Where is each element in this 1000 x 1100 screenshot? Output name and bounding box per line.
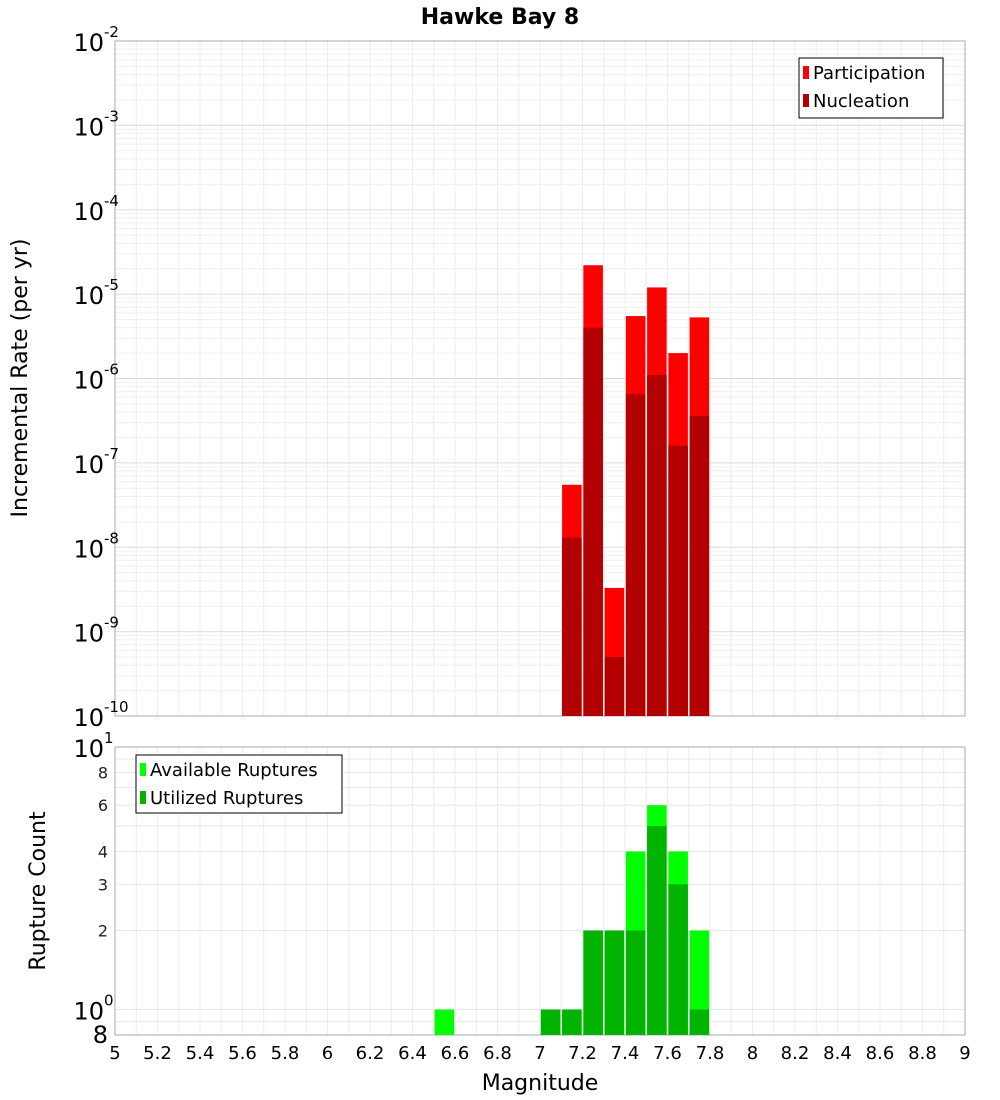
top-y-tick-base: 10 [73,535,104,563]
x-tick-label: 7.4 [611,1043,640,1064]
bottom-y-tick-label: 3 [98,875,108,894]
utilized-ruptures-bar [647,826,667,1035]
nucleation-bar [689,415,710,716]
x-tick-label: 8 [747,1043,758,1064]
nucleation-bar [562,537,582,716]
top-legend-box [798,57,944,119]
top-y-tick-base: 10 [73,620,104,648]
legend-utilized-label: Utilized Ruptures [150,788,303,809]
top-y-tick-exponent: -7 [104,445,119,463]
bottom-y-tick-base: 10 [73,998,104,1026]
x-tick-label: 6.6 [441,1043,470,1064]
top-y-tick-base: 10 [73,198,104,226]
x-tick-label: 5.6 [228,1043,257,1064]
bottom-plot-frame [114,746,966,1036]
legend-available-label: Available Ruptures [150,760,318,781]
x-tick-label: 7.2 [568,1043,597,1064]
top-y-tick-exponent: -10 [104,698,129,716]
bottom-y-tick-label: 2 [98,922,108,941]
top-y-tick-exponent: -5 [104,276,119,294]
top-y-tick-exponent: -9 [104,614,119,632]
top-grid [114,41,966,717]
legend-nucleation-label: Nucleation [813,91,909,112]
utilized-ruptures-bar [668,884,688,1035]
x-tick-label: 9 [959,1043,970,1064]
nucleation-bar [668,445,688,716]
top-y-tick-exponent: -8 [104,529,119,547]
top-y-tick-exponent: -6 [104,361,119,379]
top-legend: Participation Nucleation [798,57,944,119]
top-y-tick-exponent: -2 [104,23,119,41]
top-y-tick-base: 10 [73,704,104,732]
top-y-tick-base: 10 [73,451,104,479]
utilized-ruptures-bar [689,1009,710,1035]
x-tick-label: 7.8 [696,1043,725,1064]
utilized-ruptures-bar [562,1009,582,1035]
available-ruptures-bar [434,1009,455,1035]
x-tick-label: 6.2 [356,1043,385,1064]
bottom-y-tick-base: 10 [73,735,104,763]
top-y-tick-base: 10 [73,29,104,57]
legend-participation-swatch [803,66,809,79]
legend-participation-label: Participation [813,63,925,84]
x-tick-label: 8.6 [866,1043,895,1064]
legend-nucleation-swatch [803,94,809,107]
utilized-ruptures-bar [540,1009,561,1035]
top-y-tick-base: 10 [73,367,104,395]
top-y-axis-label: Incremental Rate (per yr) [8,239,33,518]
x-tick-label: 5.2 [143,1043,172,1064]
bottom-legend: Available Ruptures Utilized Ruptures [135,754,343,814]
utilized-ruptures-bar [625,930,646,1035]
x-tick-label: 5.4 [186,1043,215,1064]
bottom-y-tick-label: 4 [98,842,108,861]
x-tick-label: 6 [322,1043,333,1064]
legend-utilized-swatch [140,791,146,804]
x-tick-label: 7 [534,1043,545,1064]
x-tick-label: 5 [109,1043,120,1064]
x-tick-label: 7.6 [653,1043,682,1064]
x-tick-label: 6.4 [398,1043,427,1064]
x-tick-labels: 5 5.2 5.4 5.6 5.8 6 6.2 6.4 6.6 6.8 7 7.2 7.4 7.6 7.8 8… [109,1043,970,1064]
chart-title: Hawke Bay 8 [421,5,579,30]
bottom-y-axis-label: Rupture Count [26,811,51,971]
bottom-y-tick-label: 8 [98,763,108,782]
utilized-ruptures-bar [583,930,603,1035]
legend-available-swatch [140,763,146,776]
nucleation-bar [583,327,603,716]
bottom-legend-box [135,754,343,814]
top-y-tick-exponent: -4 [104,192,119,210]
bottom-y-tick-exponent: 1 [104,729,114,747]
bottom-y-tick-label: 6 [98,796,108,815]
top-y-tick-base: 10 [73,113,104,141]
top-y-tick-exponent: -3 [104,107,119,125]
x-tick-label: 5.8 [271,1043,300,1064]
x-tick-label: 8.2 [781,1043,810,1064]
utilized-ruptures-bar [604,930,625,1035]
bottom-bars [434,805,710,1035]
x-axis-label: Magnitude [482,1071,599,1096]
nucleation-bar [604,657,625,716]
top-y-tick-base: 10 [73,282,104,310]
x-tick-label: 8.4 [823,1043,852,1064]
x-tick-label: 8.8 [908,1043,937,1064]
nucleation-bar [625,394,646,716]
available-ruptures-bar [689,930,710,1035]
nucleation-bar [647,375,667,716]
bottom-y-tick-exponent: 0 [104,992,114,1010]
bottom-y-tick-label: 8 [93,1021,108,1049]
top-plot-frame [114,40,966,717]
top-bars [562,265,710,716]
x-tick-label: 6.8 [483,1043,512,1064]
